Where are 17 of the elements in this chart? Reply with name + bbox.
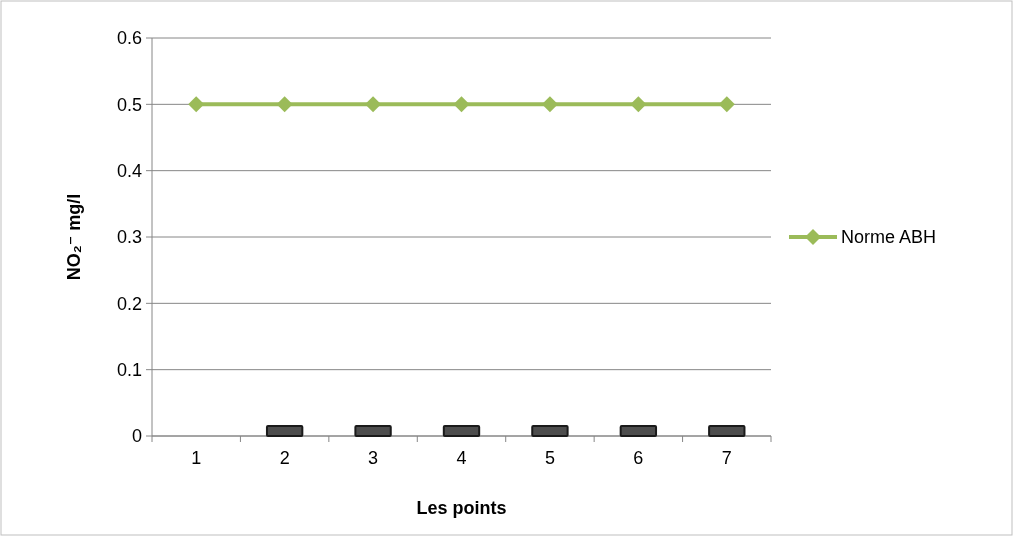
y-tick-label: 0.1 bbox=[116, 359, 142, 380]
x-tick-label: 7 bbox=[721, 448, 732, 468]
y-tick-label: 0.2 bbox=[116, 293, 142, 314]
y-tick-label: 0.5 bbox=[116, 94, 142, 115]
x-tick-label: 2 bbox=[279, 448, 290, 468]
x-tick-label: 4 bbox=[456, 448, 467, 468]
x-tick-label: 6 bbox=[633, 448, 644, 468]
x-axis-title: Les points bbox=[416, 498, 507, 518]
y-tick-label: 0 bbox=[131, 426, 142, 447]
y-tick-label: 0.6 bbox=[116, 28, 142, 49]
x-tick-label: 1 bbox=[191, 448, 202, 468]
x-tick-label: 3 bbox=[368, 448, 379, 468]
x-tick-label: 5 bbox=[544, 448, 555, 468]
legend-label: Norme ABH bbox=[841, 227, 937, 248]
y-tick-label: 0.4 bbox=[116, 160, 142, 181]
y-tick-label: 0.3 bbox=[116, 227, 142, 248]
y-axis-title: NO₂⁻ mg/l bbox=[64, 193, 84, 281]
